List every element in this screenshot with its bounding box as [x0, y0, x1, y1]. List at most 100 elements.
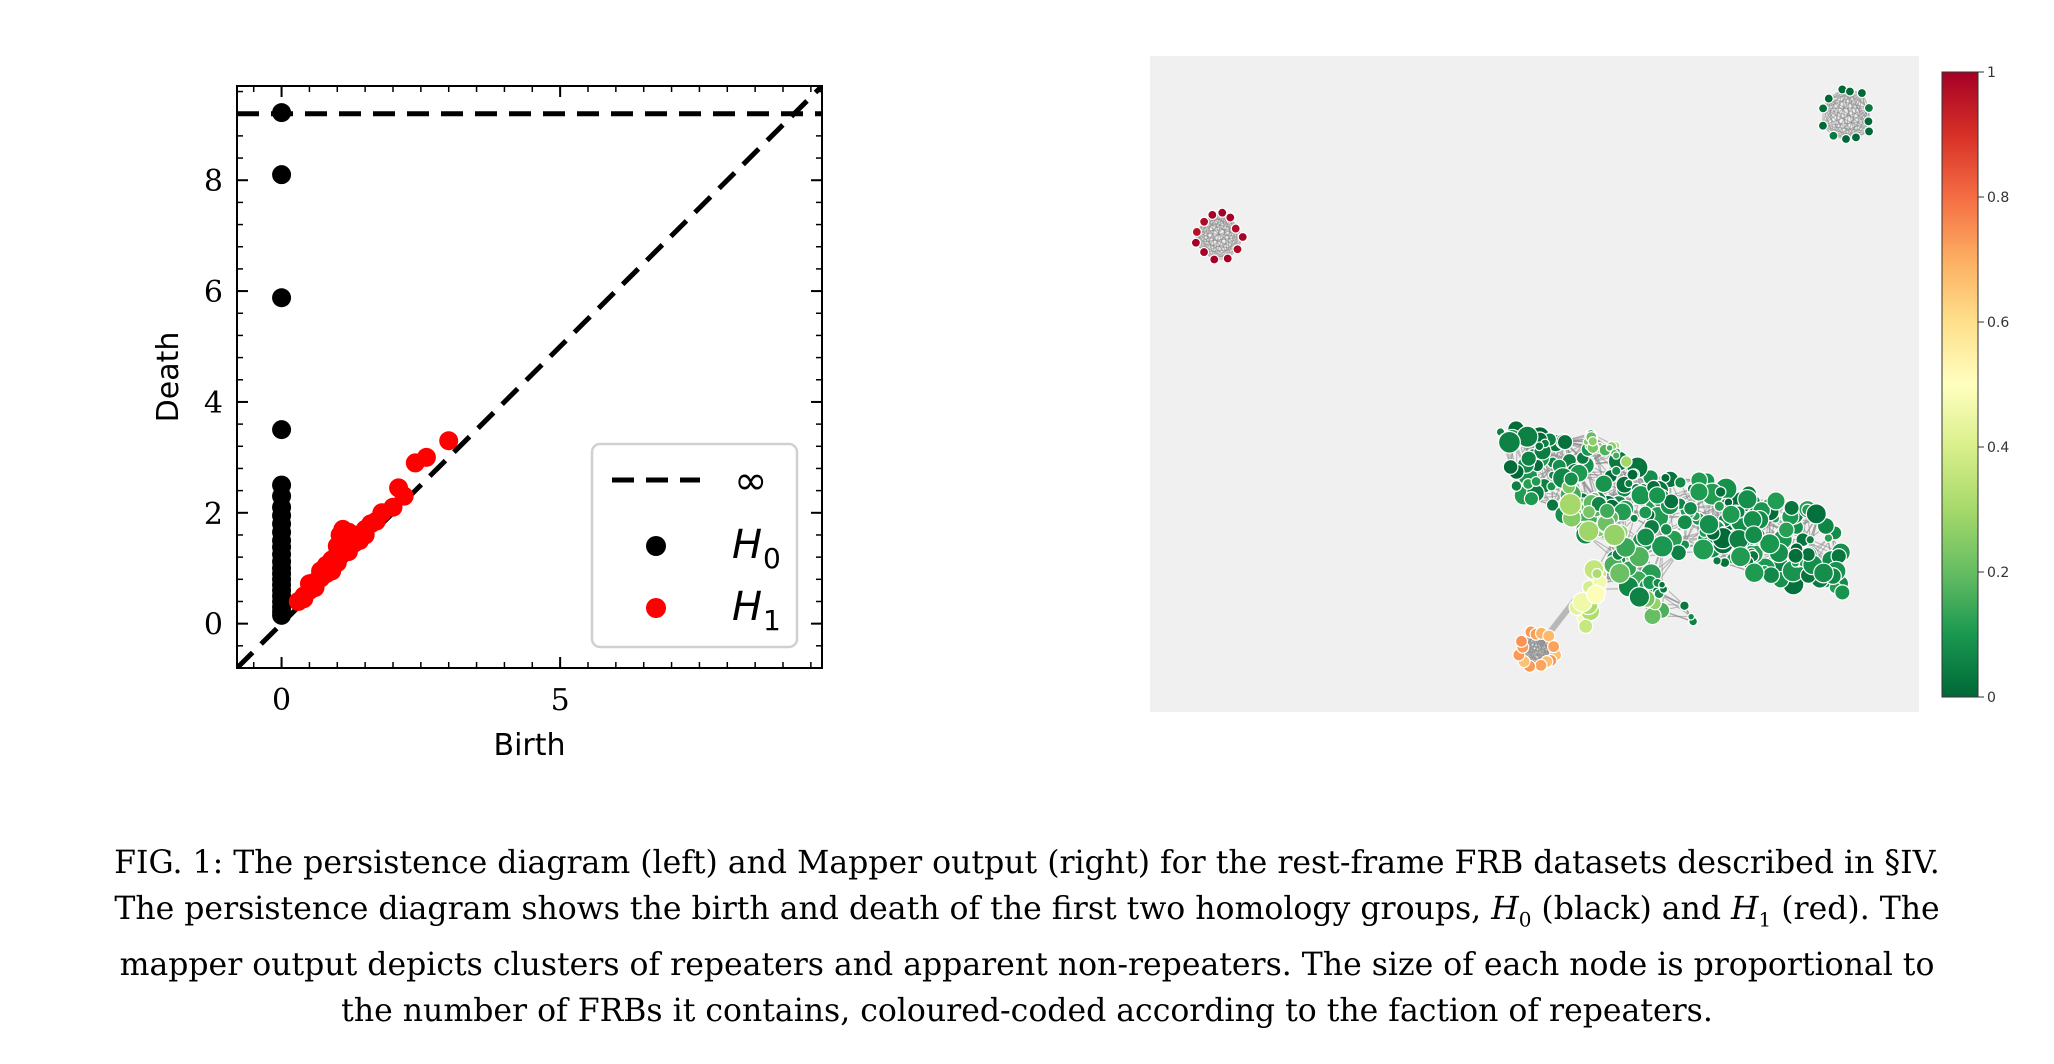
colorbar-tick-label: 0.4 — [1987, 440, 2009, 456]
caption-line-4: the number of FRBs it contains, coloured… — [341, 993, 1713, 1030]
mapper-edge — [1845, 91, 1851, 140]
mapper-output: 0 0.2 0.4 0.6 0.8 1 — [1150, 56, 2009, 712]
repeater-cluster-node — [1198, 246, 1210, 258]
mapper-node — [1762, 566, 1781, 585]
mapper-node — [1626, 468, 1639, 481]
mapper-node — [1603, 523, 1626, 547]
repeater-cluster-node — [1209, 254, 1220, 265]
nonrepeater-cluster-node — [1823, 93, 1834, 104]
caption-line-1: FIG. 1: The persistence diagram (left) a… — [114, 845, 1940, 881]
repeater-cluster-node — [1217, 207, 1228, 218]
legend-box — [590, 442, 799, 649]
mapper-edge — [1211, 214, 1229, 259]
mapper-node — [1683, 500, 1699, 516]
mapper-edge — [1822, 108, 1847, 140]
repeater-cluster-node — [1232, 244, 1243, 255]
mapper-node — [1650, 535, 1674, 558]
repeater-cluster-node — [1230, 223, 1241, 234]
repeater-cluster-node — [1190, 237, 1201, 248]
mapper-node — [1721, 504, 1741, 525]
mapper-node — [1520, 450, 1537, 467]
mapper-edge — [1855, 107, 1870, 138]
mapper-node — [1698, 513, 1720, 535]
mapper-edge — [1203, 228, 1237, 253]
nonrepeater-cluster-node — [1863, 116, 1874, 127]
mapper-node — [1629, 513, 1639, 524]
series-h0 — [272, 103, 292, 625]
mapper-node — [1743, 562, 1765, 584]
mapper-node — [1805, 534, 1816, 545]
repeater-cluster-node — [1222, 253, 1233, 264]
point-h1 — [416, 447, 436, 467]
mapper-node — [1729, 546, 1752, 568]
point-h1 — [350, 531, 370, 551]
mapper-node — [1619, 455, 1633, 468]
plot-frame — [236, 85, 823, 669]
mapper-edge — [1195, 228, 1236, 244]
point-h1 — [322, 561, 342, 581]
nonrepeater-cluster-node — [1863, 102, 1875, 114]
repeater-cluster-node — [1191, 226, 1202, 238]
mapper-node — [1687, 612, 1696, 621]
point-h0 — [272, 605, 292, 625]
nonrepeater-cluster-node — [1818, 103, 1829, 114]
mixed-cluster-node — [1514, 634, 1529, 648]
repeater-cluster-node — [1225, 212, 1236, 223]
mapper-node — [1813, 562, 1834, 584]
caption-line-2: The persistence diagram shows the birth … — [114, 891, 1940, 932]
mapper-node — [1577, 520, 1600, 542]
point-h0 — [272, 288, 292, 308]
mixed-cluster-node — [1547, 640, 1561, 654]
colorbar — [1941, 71, 1979, 698]
mapper-node — [1497, 430, 1521, 454]
nonrepeater-cluster-node — [1828, 130, 1839, 141]
legend-sub-h0: 0 — [763, 542, 781, 575]
mapper-node — [1658, 580, 1667, 589]
mapper-node — [1647, 486, 1667, 505]
point-h0 — [272, 103, 292, 123]
repeater-cluster-node — [1237, 231, 1248, 243]
mapper-edge — [1196, 227, 1236, 233]
mapper-nodes — [1190, 84, 1875, 673]
legend-dot-h1 — [646, 598, 666, 618]
mapper-edge — [1204, 221, 1236, 230]
mapper-node — [1636, 527, 1656, 547]
figure-caption: FIG. 1: The persistence diagram (left) a… — [0, 840, 2054, 1034]
colorbar-tick-label: 0 — [1987, 690, 1996, 706]
mapper-node — [1558, 492, 1582, 516]
mapper-node — [1744, 525, 1764, 545]
mapper-node — [1759, 533, 1781, 555]
y-tick-label: 6 — [204, 275, 223, 310]
repeater-cluster-node — [1199, 216, 1210, 227]
mapper-node — [1556, 433, 1574, 451]
mapper-node — [1611, 451, 1621, 460]
mixed-cluster-node — [1542, 629, 1556, 643]
mapper-edge — [1196, 216, 1231, 233]
mapper-node — [1534, 441, 1545, 452]
mapper-edge — [1845, 107, 1870, 140]
mapper-node — [1510, 480, 1523, 492]
plot-area — [237, 86, 822, 668]
caption-line-3: mapper output depicts clusters of repeat… — [119, 947, 1935, 984]
point-h1 — [394, 486, 414, 506]
mapper-node — [1638, 505, 1653, 520]
legend-label-h1: H — [732, 584, 762, 630]
colorbar-tick-label: 0.6 — [1987, 315, 2009, 331]
mapper-node — [1689, 482, 1709, 502]
y-tick-label: 4 — [204, 386, 223, 421]
point-h1 — [439, 431, 459, 451]
point-h0 — [272, 165, 292, 185]
x-tick-label: 5 — [551, 683, 570, 718]
legend-label-h0: H — [732, 522, 762, 568]
legend: ∞H 0H 1 — [590, 442, 799, 649]
point-h0 — [272, 420, 292, 440]
mapper-edge — [1828, 97, 1870, 109]
mapper-edge — [1841, 89, 1847, 140]
mapper-node — [1502, 459, 1519, 475]
point-h1 — [305, 578, 325, 598]
mapper-node — [1783, 499, 1800, 517]
mapper-node — [1714, 486, 1727, 498]
y-tick-label: 0 — [204, 608, 223, 643]
mapper-node — [1598, 502, 1616, 520]
